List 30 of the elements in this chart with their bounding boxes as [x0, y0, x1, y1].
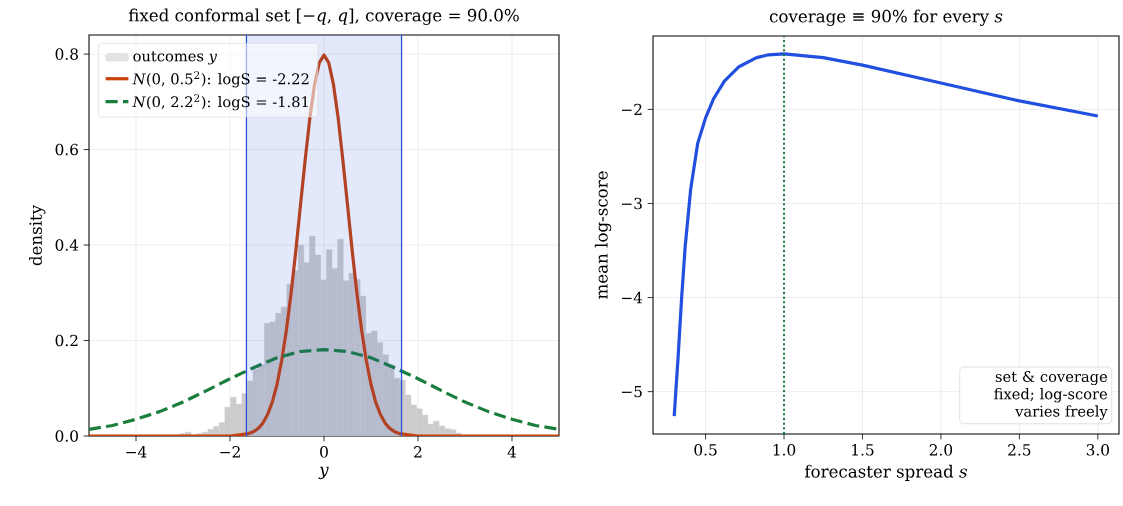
y-tick-label: 0.6	[55, 143, 78, 156]
x-tick-label: 2.5	[1008, 444, 1031, 456]
y-tick-label: 0.0	[55, 430, 78, 442]
chart-title: coverage ≡ 90% for every s	[769, 9, 1003, 26]
x-tick-label: 3.0	[1086, 444, 1109, 456]
x-tick-label: 0.5	[694, 444, 717, 456]
y-tick-label: −4	[621, 291, 643, 304]
legend-label: outcomes y	[133, 51, 218, 65]
x-axis-title: forecaster spread s	[805, 464, 968, 481]
x-tick-label: 4	[507, 446, 517, 458]
x-tick-label: −2	[220, 446, 240, 458]
y-tick-label: 0.2	[55, 334, 78, 347]
legend-label: N(0, 2.2$^{2}$): logS = -1.81	[132, 94, 308, 111]
y-tick-label: −2	[621, 103, 642, 116]
y-tick-label: 0.8	[55, 48, 78, 60]
y-axis-title: density	[29, 204, 46, 266]
x-tick-label: 1.0	[773, 444, 796, 456]
x-tick-label: 0	[320, 446, 328, 458]
chart-title: fixed conformal set [−q, q], coverage = 90.0%	[128, 8, 519, 25]
y-tick-label: −3	[621, 197, 642, 210]
annotation: set & coverage fixed; log-score varies freely	[994, 370, 1108, 420]
x-tick-label: 2.0	[929, 444, 953, 456]
x-axis-title: y	[318, 466, 329, 480]
y-tick-label: 0.4	[55, 239, 79, 251]
x-tick-label: 2	[414, 446, 422, 458]
y-tick-label: −5	[621, 385, 642, 398]
y-axis-title: mean log-score	[594, 171, 612, 299]
x-tick-label: −4	[126, 446, 147, 458]
x-tick-label: 1.5	[852, 444, 874, 456]
legend-label: N(0, 0.5$^{2}$): logS = -2.22	[132, 71, 309, 88]
